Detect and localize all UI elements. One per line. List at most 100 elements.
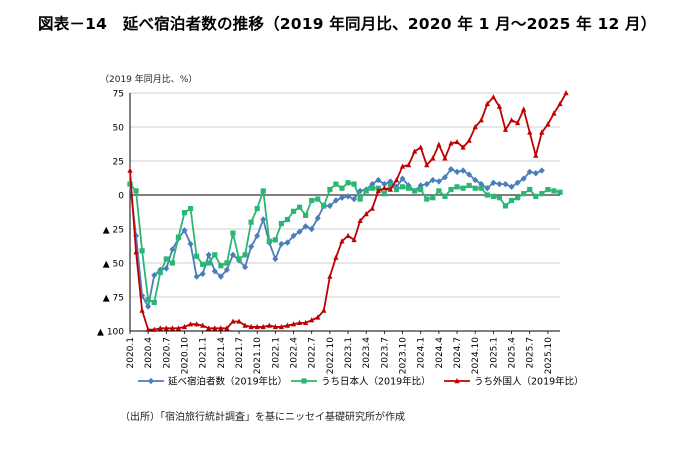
x-tick-label: 2022.4 [290,337,300,369]
data-point [484,100,490,107]
series-line [129,92,567,331]
data-point [248,323,254,330]
data-point [399,163,406,169]
data-point [175,234,182,240]
data-point [521,191,527,197]
data-point [260,188,266,194]
data-point [447,165,454,173]
series-group [127,90,569,332]
data-point [127,181,133,187]
source-note: （出所）「宿泊旅行統計調査」を基にニッセイ基礎研究所が作成 [120,412,405,423]
data-point [321,203,327,209]
data-point [200,322,206,328]
data-point [296,228,303,235]
data-point [248,219,254,225]
data-point [545,121,551,127]
data-point [478,117,484,123]
data-point [381,191,387,197]
data-point [393,186,400,193]
chart-title: 図表－14 延べ宿泊者数の推移（2019 年同月比、2020 年 1 月～202… [38,15,657,33]
data-point [127,167,133,173]
data-point [502,180,509,188]
data-point [321,307,327,313]
x-tick-label: 2024.4 [435,337,445,369]
legend: 延べ宿泊者数（2019年比） うち日本人（2019年比） うち外国人（2019年比） [138,376,584,388]
data-point [290,208,297,214]
data-point [345,193,352,200]
data-point [339,185,345,191]
data-point [508,183,515,191]
data-point [224,260,230,266]
data-point [369,185,375,191]
data-point [205,251,212,259]
data-point [430,155,436,161]
legend-item-1: 延べ宿泊者数（2019年比） [138,376,287,388]
x-tick-label: 2025.4 [508,337,518,369]
data-point [418,186,424,193]
data-point [266,238,272,244]
x-tick-label: 2021.1 [199,337,209,369]
data-point [435,178,442,185]
x-tick-label: 2022.1 [271,337,281,369]
data-point [217,273,224,280]
data-point [315,314,321,320]
data-point [199,270,206,278]
data-point [521,106,527,112]
data-point [412,188,418,194]
x-tick-label: 2020.10 [181,337,191,374]
data-point [496,195,503,201]
data-point [139,307,145,313]
y-tick-label: 50 [113,124,125,134]
data-point [442,155,448,161]
legend-item-2: うち日本人（2019年比） [291,376,431,388]
data-point [218,263,224,269]
data-point [448,186,454,193]
data-point [533,193,539,199]
data-point [484,192,490,198]
x-tick-label: 2025.10 [544,337,554,374]
data-point [296,319,303,326]
data-point [557,189,563,195]
data-point [460,167,467,174]
data-point [272,323,278,330]
data-point [502,203,509,209]
data-point [242,263,249,271]
data-point [454,168,461,176]
x-tick-label: 2023.7 [380,337,390,369]
data-point [436,141,442,147]
x-tick-label: 2023.1 [344,337,354,369]
data-point [236,256,242,262]
data-point [418,144,424,150]
data-point [551,188,557,194]
data-point [230,230,236,236]
data-point [212,325,218,331]
data-point [520,175,527,182]
data-point [539,191,545,197]
legend-label: うち日本人（2019年比） [321,376,431,388]
data-point [490,193,496,199]
data-point [430,195,436,201]
data-point [290,232,297,239]
data-point [151,326,157,332]
data-point [496,180,503,188]
data-point [466,182,472,189]
data-point [563,90,569,96]
data-point [393,177,400,183]
data-point [200,261,206,267]
data-point [532,170,539,177]
data-point [139,248,145,254]
data-point [248,243,255,250]
data-point [369,205,375,211]
data-point [454,184,460,190]
data-point [454,138,460,145]
x-tick-label: 2021.10 [253,337,263,374]
data-point [490,179,497,186]
data-point [163,325,169,331]
data-point [393,183,400,191]
data-point [460,144,466,150]
data-point [387,186,394,192]
data-point [272,255,279,263]
data-point [211,267,218,275]
x-tick-label: 2024.7 [453,337,463,369]
data-point [351,181,357,187]
